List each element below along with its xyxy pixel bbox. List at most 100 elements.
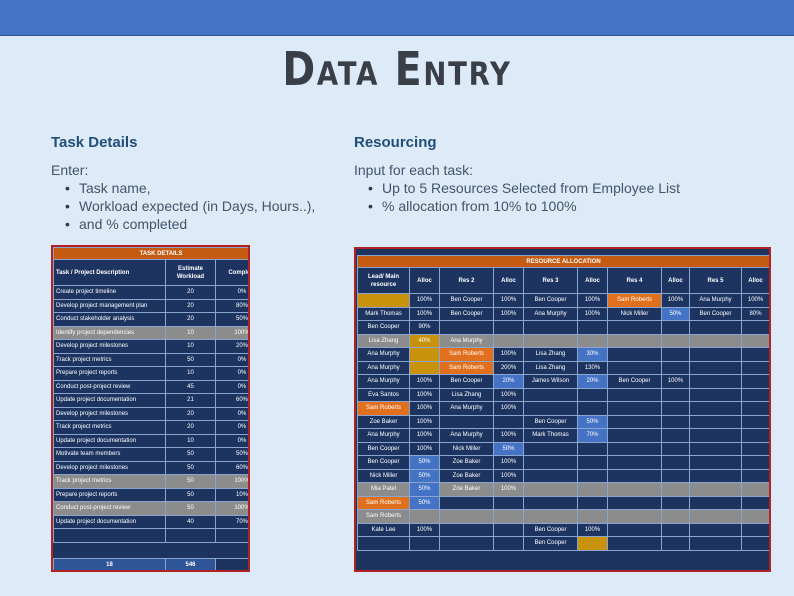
- resource-name-cell[interactable]: [607, 455, 662, 470]
- workload-cell[interactable]: 10: [165, 325, 216, 340]
- resource-name-cell[interactable]: [607, 333, 662, 348]
- task-name-cell[interactable]: Motivate team members: [53, 447, 166, 462]
- allocation-cell[interactable]: 100%: [740, 293, 769, 308]
- resource-name-cell[interactable]: [607, 495, 662, 510]
- resource-name-cell[interactable]: [689, 468, 742, 483]
- allocation-cell[interactable]: 20%: [493, 374, 524, 389]
- allocation-cell[interactable]: [661, 401, 690, 416]
- resource-row[interactable]: 100% Ben Cooper 100% Ben Cooper 100% Sam Robe…: [357, 293, 769, 308]
- workload-cell[interactable]: 40: [165, 514, 216, 529]
- allocation-cell[interactable]: [740, 360, 769, 375]
- resource-row[interactable]: Zoe Baker 100% Ben Cooper 50%: [357, 414, 769, 429]
- resource-name-cell[interactable]: [689, 536, 742, 551]
- complete-cell[interactable]: 70%: [214, 514, 248, 529]
- resource-name-cell[interactable]: Ana Murphy: [357, 374, 410, 389]
- resource-name-cell[interactable]: Ana Murphy: [439, 333, 494, 348]
- allocation-cell[interactable]: [740, 347, 769, 362]
- resource-name-cell[interactable]: Lisa Zhang: [523, 360, 578, 375]
- task-name-cell[interactable]: Conduct post-project review: [53, 501, 166, 516]
- allocation-cell[interactable]: [740, 387, 769, 402]
- resource-row[interactable]: Ana Murphy 100% Ben Cooper 20% James Wilson 2…: [357, 374, 769, 389]
- resource-name-cell[interactable]: Ben Cooper: [357, 320, 410, 335]
- resource-name-cell[interactable]: Ben Cooper: [523, 522, 578, 537]
- workload-cell[interactable]: 50: [165, 460, 216, 475]
- task-name-cell[interactable]: Conduct post-project review: [53, 379, 166, 394]
- allocation-cell[interactable]: 50%: [661, 306, 690, 321]
- resource-name-cell[interactable]: Ben Cooper: [523, 293, 578, 308]
- task-name-cell[interactable]: Update project documentation: [53, 393, 166, 408]
- task-row[interactable]: Develop project management plan 20 80%: [53, 298, 248, 313]
- allocation-cell[interactable]: 100%: [409, 293, 440, 308]
- task-row[interactable]: Create project timeline 20 0%: [53, 285, 248, 300]
- workload-cell[interactable]: 45: [165, 379, 216, 394]
- resource-name-cell[interactable]: [523, 495, 578, 510]
- complete-cell[interactable]: 100%: [214, 474, 248, 489]
- resource-name-cell[interactable]: [607, 441, 662, 456]
- complete-cell[interactable]: 0%: [214, 433, 248, 448]
- allocation-cell[interactable]: 100%: [661, 293, 690, 308]
- allocation-cell[interactable]: 50%: [493, 441, 524, 456]
- allocation-cell[interactable]: [661, 509, 690, 524]
- resource-name-cell[interactable]: [607, 428, 662, 443]
- allocation-cell[interactable]: [493, 536, 524, 551]
- task-name-cell[interactable]: Identify project dependencies: [53, 325, 166, 340]
- allocation-cell[interactable]: [740, 536, 769, 551]
- task-name-cell[interactable]: Develop project milestones: [53, 406, 166, 421]
- allocation-cell[interactable]: 70%: [577, 428, 608, 443]
- resource-name-cell[interactable]: Nick Miller: [607, 306, 662, 321]
- resource-name-cell[interactable]: [689, 401, 742, 416]
- resource-row[interactable]: Kate Lee 100% Ben Cooper 100%: [357, 522, 769, 537]
- task-row[interactable]: Track project metrics 50 100%: [53, 474, 248, 489]
- task-row[interactable]: Track project metrics 50 0%: [53, 352, 248, 367]
- allocation-cell[interactable]: [740, 468, 769, 483]
- workload-cell[interactable]: 20: [165, 298, 216, 313]
- resource-name-cell[interactable]: [607, 387, 662, 402]
- complete-cell[interactable]: 0%: [214, 285, 248, 300]
- task-row[interactable]: Develop project milestones 20 0%: [53, 406, 248, 421]
- complete-cell[interactable]: 100%: [214, 325, 248, 340]
- allocation-cell[interactable]: 50%: [409, 468, 440, 483]
- resource-name-cell[interactable]: Nick Miller: [439, 441, 494, 456]
- allocation-cell[interactable]: [661, 387, 690, 402]
- resource-name-cell[interactable]: Zoe Baker: [357, 414, 410, 429]
- resource-name-cell[interactable]: [689, 441, 742, 456]
- allocation-cell[interactable]: [661, 468, 690, 483]
- resource-row[interactable]: Sam Roberts 100% Ana Murphy 100%: [357, 401, 769, 416]
- allocation-cell[interactable]: [409, 536, 440, 551]
- allocation-cell[interactable]: [661, 360, 690, 375]
- task-row[interactable]: Develop project milestones 10 20%: [53, 339, 248, 354]
- task-row[interactable]: Conduct post-project review 45 0%: [53, 379, 248, 394]
- resource-name-cell[interactable]: Zoe Baker: [439, 455, 494, 470]
- resource-name-cell[interactable]: Ben Cooper: [439, 306, 494, 321]
- allocation-cell[interactable]: [740, 414, 769, 429]
- task-name-cell[interactable]: Update project documentation: [53, 433, 166, 448]
- resource-row[interactable]: Ana Murphy Sam Roberts 100% Lisa Zhang 30%: [357, 347, 769, 362]
- task-name-cell[interactable]: Track project metrics: [53, 474, 166, 489]
- allocation-cell[interactable]: 100%: [493, 455, 524, 470]
- resource-name-cell[interactable]: [689, 414, 742, 429]
- allocation-cell[interactable]: [577, 482, 608, 497]
- resource-name-cell[interactable]: [607, 401, 662, 416]
- workload-cell[interactable]: 20: [165, 406, 216, 421]
- resource-name-cell[interactable]: Lisa Zhang: [357, 333, 410, 348]
- resource-name-cell[interactable]: Ben Cooper: [439, 374, 494, 389]
- allocation-cell[interactable]: [577, 320, 608, 335]
- task-row[interactable]: Develop project milestones 50 60%: [53, 460, 248, 475]
- resource-name-cell[interactable]: [689, 509, 742, 524]
- resource-name-cell[interactable]: [689, 333, 742, 348]
- allocation-cell[interactable]: [493, 333, 524, 348]
- resource-name-cell[interactable]: James Wilson: [523, 374, 578, 389]
- allocation-cell[interactable]: 100%: [577, 306, 608, 321]
- resource-row[interactable]: Eva Santos 100% Lisa Zhang 100%: [357, 387, 769, 402]
- allocation-cell[interactable]: [577, 401, 608, 416]
- allocation-cell[interactable]: 100%: [493, 387, 524, 402]
- allocation-cell[interactable]: [577, 536, 608, 551]
- resource-name-cell[interactable]: Ben Cooper: [689, 306, 742, 321]
- resource-name-cell[interactable]: Sam Roberts: [439, 347, 494, 362]
- task-row[interactable]: Conduct stakeholder analysis 20 50%: [53, 312, 248, 327]
- task-name-cell[interactable]: Track project metrics: [53, 420, 166, 435]
- allocation-cell[interactable]: [740, 320, 769, 335]
- allocation-cell[interactable]: [493, 414, 524, 429]
- allocation-cell[interactable]: 30%: [577, 347, 608, 362]
- complete-cell[interactable]: 60%: [214, 460, 248, 475]
